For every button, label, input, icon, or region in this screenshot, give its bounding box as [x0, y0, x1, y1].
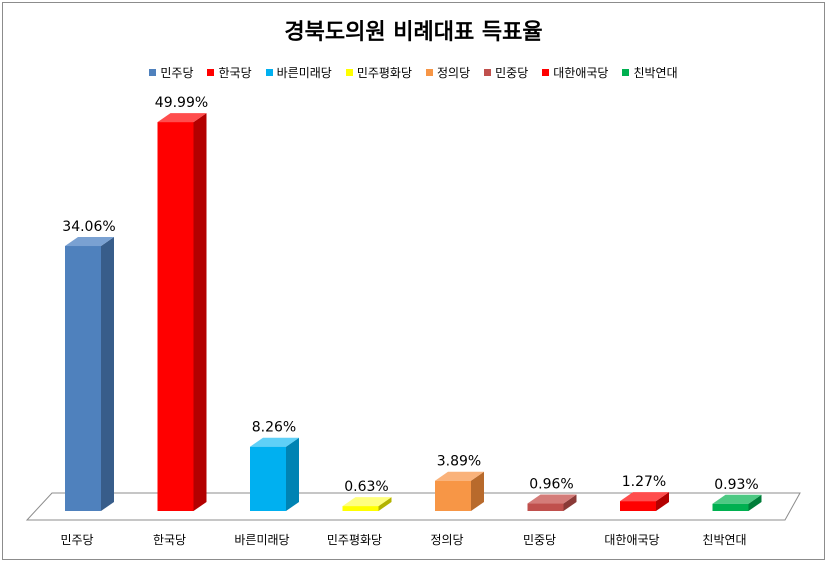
legend-label: 정의당 [437, 66, 471, 80]
bar-top [620, 492, 669, 502]
data-label: 8.26% [252, 420, 296, 436]
bar-top [157, 113, 207, 123]
legend-swatch [622, 69, 630, 76]
data-label: 3.89% [437, 454, 481, 470]
bar-top [435, 471, 484, 481]
legend-swatch [426, 69, 434, 76]
legend-label: 대한애국당 [553, 66, 609, 80]
tick-label: 정의당 [430, 533, 463, 547]
chart-floor [25, 492, 801, 521]
legend-label: 친박연대 [633, 66, 678, 80]
bar-side [563, 494, 577, 511]
legend-item: 정의당 [426, 64, 470, 81]
bar-side [101, 237, 114, 512]
bar-top [250, 437, 299, 447]
legend-item: 바른미래당 [265, 64, 332, 81]
legend-swatch [542, 69, 550, 76]
bar [620, 501, 656, 511]
bar [712, 503, 749, 511]
chart-title: 경북도의원 비례대표 득표율 [284, 20, 543, 45]
bar-top [342, 497, 392, 507]
legend-swatch [265, 69, 273, 76]
data-label: 1.27% [622, 474, 666, 490]
legend-label: 민주당 [160, 66, 194, 80]
bar-top [712, 494, 762, 504]
data-label: 34.06% [62, 219, 115, 235]
tick-label: 민주평화당 [327, 533, 382, 547]
legend-swatch [345, 69, 353, 76]
legend-item: 민중당 [484, 64, 528, 81]
tick-label: 한국당 [153, 533, 186, 547]
bar-top [527, 494, 577, 504]
bar [250, 446, 286, 511]
bar [435, 480, 471, 511]
legend-swatch [207, 69, 215, 76]
legend-label: 바른미래당 [276, 66, 332, 80]
bar [157, 122, 194, 512]
tick-label: 민중당 [523, 533, 556, 547]
legend-item: 대한애국당 [542, 64, 608, 81]
bar-side [656, 492, 669, 511]
bar-side [471, 471, 484, 511]
legend-label: 민중당 [495, 66, 529, 80]
legend-swatch [149, 69, 157, 76]
legend-item: 민주평화당 [345, 64, 413, 81]
tick-label: 바른미래당 [234, 533, 289, 547]
tick-label: 대한애국당 [604, 533, 659, 547]
bar-side [748, 494, 762, 511]
bar [342, 506, 379, 511]
legend-label: 한국당 [218, 66, 252, 80]
bar-top [65, 237, 114, 247]
bar-side [378, 497, 392, 511]
data-label: 0.63% [344, 479, 388, 495]
bar [65, 246, 101, 512]
legend-item: 친박연대 [622, 64, 678, 81]
bar [527, 503, 564, 511]
legend-swatch [484, 69, 492, 76]
tick-label: 친박연대 [702, 533, 746, 547]
tick-label: 민주당 [60, 533, 93, 547]
data-label: 0.93% [714, 477, 758, 493]
legend-item: 한국당 [207, 64, 252, 81]
data-label: 49.99% [155, 95, 208, 111]
bar-side [286, 437, 299, 511]
chart-legend: 민주당 한국당 바른미래당 민주평화당 정의당 민중당 대한애국당 친박연대 [0, 64, 827, 81]
legend-item: 민주당 [149, 64, 193, 81]
legend-label: 민주평화당 [356, 66, 413, 80]
data-label: 0.96% [529, 477, 573, 493]
bar-side [193, 113, 207, 512]
